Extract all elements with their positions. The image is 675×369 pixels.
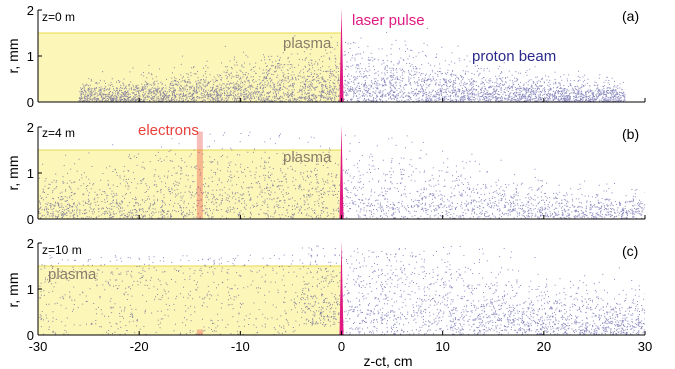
plasma-label-c: plasma <box>48 266 97 283</box>
y-tick-label-c: 0 <box>27 328 34 343</box>
x-tick-label: 10 <box>435 339 449 354</box>
y-tick-label-c: 1 <box>27 282 34 297</box>
z-label-c: z=10 m <box>42 243 82 257</box>
y-tick-label-a: 1 <box>27 49 34 64</box>
plasma-label-b: plasma <box>283 149 332 166</box>
laser-pulse-a <box>339 8 344 102</box>
y-axis-label-a: r, mm <box>5 39 21 74</box>
panel-label-c: (c) <box>622 243 638 259</box>
panel-a: 0 1 2 <box>27 3 646 110</box>
panel-label-b: (b) <box>622 126 639 142</box>
x-tick-label: -20 <box>130 339 149 354</box>
laser-pulse-b <box>339 125 344 219</box>
y-tick-label-a: 0 <box>27 95 34 110</box>
x-tick-label: 20 <box>537 339 551 354</box>
annotation-laser-pulse: laser pulse <box>352 12 425 29</box>
proton-beam-particles-a <box>78 24 626 102</box>
plasma-label-a: plasma <box>283 35 332 52</box>
electron-streak-b <box>196 131 203 219</box>
panel-c: 0 1 2 <box>27 236 646 343</box>
proton-beam-particles-b <box>38 131 645 219</box>
electron-streak-c <box>196 329 203 335</box>
y-axis-label-c: r, mm <box>5 273 21 308</box>
z-label-a: z=0 m <box>42 10 75 24</box>
annotation-electrons: electrons <box>138 122 199 139</box>
x-tick-label: 0 <box>338 339 345 354</box>
y-axis-label-b: r, mm <box>5 156 21 191</box>
x-tick-label: -30 <box>29 339 48 354</box>
panel-b: 0 1 2 <box>27 120 646 227</box>
y-tick-label-b: 2 <box>27 120 34 135</box>
laser-pulse-c <box>339 241 344 335</box>
x-axis-label: z-ct, cm <box>364 353 413 369</box>
proton-beam-particles-c <box>39 245 645 335</box>
plasma-region-b <box>38 149 342 219</box>
panel-label-a: (a) <box>622 8 639 24</box>
y-tick-label-b: 0 <box>27 212 34 227</box>
x-tick-label: 30 <box>638 339 652 354</box>
y-tick-label-b: 1 <box>27 166 34 181</box>
annotation-proton-beam: proton beam <box>472 48 556 65</box>
y-tick-label-a: 2 <box>27 3 34 18</box>
x-tick-label: -10 <box>231 339 250 354</box>
y-tick-label-c: 2 <box>27 236 34 251</box>
z-label-b: z=4 m <box>42 126 75 140</box>
